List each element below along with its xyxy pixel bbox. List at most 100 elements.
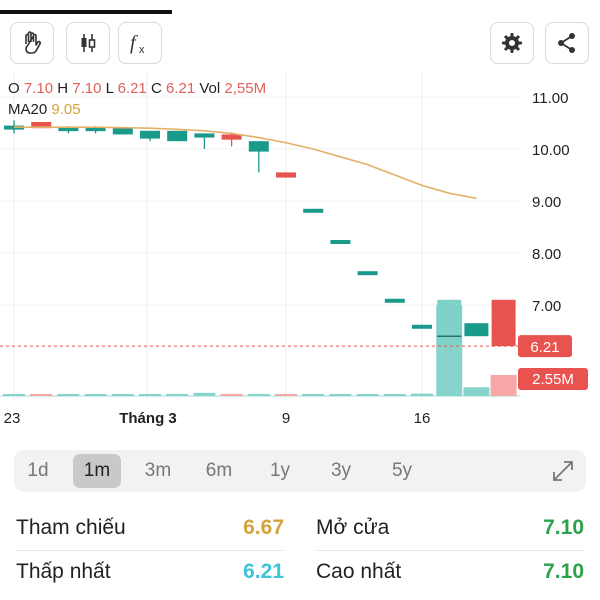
candle-body	[384, 298, 405, 303]
x-tick-label: 23	[4, 410, 21, 427]
candle-body	[303, 208, 324, 213]
stat-high-label: Cao nhất	[316, 560, 402, 583]
volume-bar	[490, 375, 517, 396]
ohlc-low-value: 6.21	[117, 80, 147, 97]
ma-value: 9.05	[51, 101, 81, 118]
share-button[interactable]	[545, 22, 589, 64]
settings-button[interactable]	[490, 22, 534, 64]
stat-reference: Tham chiếu 6.67	[16, 508, 284, 548]
candle-body	[112, 128, 133, 135]
timeframe-1y[interactable]: 1y	[269, 460, 291, 481]
candle-body	[140, 130, 160, 139]
volume-bar	[329, 394, 352, 396]
y-tick-label: 7.00	[532, 298, 561, 315]
volume-bar	[30, 394, 53, 396]
draw-tool-button[interactable]	[10, 22, 54, 64]
ohlc-open-label: O	[8, 80, 20, 97]
expand-icon[interactable]	[550, 458, 576, 484]
timeframe-3m[interactable]: 3m	[144, 460, 172, 481]
share-icon	[558, 33, 575, 53]
x-tick-label: Tháng 3	[119, 410, 177, 427]
chart-toolbar: f x	[0, 22, 600, 66]
candle-body	[85, 127, 106, 132]
volume-bar	[356, 394, 379, 396]
svg-text:x: x	[139, 44, 145, 56]
timeframe-5y[interactable]: 5y	[391, 460, 413, 481]
stat-open: Mở cửa 7.10	[316, 508, 584, 548]
hand-icon	[25, 31, 42, 54]
stat-divider	[316, 550, 584, 551]
current-price-tag	[518, 335, 572, 358]
stat-low: Thấp nhất 6.21	[16, 552, 284, 592]
svg-text:f: f	[130, 32, 138, 54]
chart-type-button[interactable]	[66, 22, 110, 64]
stat-high: Cao nhất 7.10	[316, 552, 584, 592]
stat-open-value: 7.10	[543, 516, 584, 539]
stat-low-label: Thấp nhất	[16, 560, 111, 583]
ohlc-high-label: H	[57, 80, 69, 97]
candle-body	[330, 240, 351, 244]
x-tick-label: 9	[282, 410, 290, 427]
ohlc-volume-label: Vol	[199, 80, 221, 97]
stat-low-value: 6.21	[243, 560, 284, 583]
current-volume-label: 2.55M	[532, 371, 574, 388]
window-top-bar	[0, 10, 172, 14]
candle-body	[412, 324, 432, 329]
ma-label: MA20	[8, 101, 48, 118]
volume-bar	[193, 392, 216, 396]
gear-icon	[502, 33, 522, 53]
current-price-label: 6.21	[530, 339, 559, 356]
timeframe-3y[interactable]: 3y	[330, 460, 352, 481]
timeframe-6m[interactable]: 6m	[205, 460, 233, 481]
ohlc-readout: O 7.10 H 7.10 L 6.21 C 6.21 Vol 2,55M	[8, 80, 266, 97]
volume-bar	[139, 394, 161, 396]
candle-body	[357, 271, 378, 276]
volume-bar	[247, 393, 270, 396]
x-tick-label: 16	[414, 410, 431, 427]
volume-bar	[220, 393, 243, 396]
y-tick-label: 10.00	[532, 142, 570, 159]
ohlc-high-value: 7.10	[72, 80, 102, 97]
y-tick-label: 11.00	[532, 90, 568, 107]
stat-divider	[16, 550, 284, 551]
y-tick-label: 9.00	[532, 194, 561, 211]
candle-body	[31, 121, 52, 129]
candle-body	[491, 299, 516, 347]
ohlc-close-label: C	[150, 80, 162, 97]
candle-body	[167, 130, 188, 142]
volume-bar	[84, 394, 107, 396]
ohlc-low-label: L	[105, 80, 114, 97]
candle-body	[276, 172, 296, 178]
timeframe-selector: 1d 1m 3m 6m 1y 3y 5y	[14, 450, 586, 492]
volume-bar	[57, 394, 80, 396]
candle-body	[221, 134, 242, 140]
candle-body	[464, 323, 489, 337]
ma20-line	[14, 126, 477, 200]
stat-reference-value: 6.67	[243, 516, 284, 539]
function-icon: f x	[130, 32, 145, 56]
stat-reference-label: Tham chiếu	[16, 516, 126, 539]
ma-readout: MA20 9.05	[8, 101, 81, 118]
indicator-button[interactable]: f x	[118, 22, 162, 64]
candle-body	[58, 127, 79, 132]
volume-bar	[275, 394, 297, 396]
current-volume-tag	[518, 368, 588, 390]
candle-body	[248, 141, 269, 152]
volume-bar	[111, 394, 134, 396]
volume-bar	[3, 394, 25, 396]
y-tick-label: 8.00	[532, 246, 561, 263]
timeframe-1d[interactable]: 1d	[27, 460, 49, 481]
volume-bar	[302, 394, 325, 396]
ohlc-open-value: 7.10	[23, 80, 54, 97]
stat-open-label: Mở cửa	[316, 516, 390, 539]
price-chart[interactable]: 11.00 10.00 9.00 8.00 7.00 6.21 2.55M 23 Tháng 3…	[0, 70, 600, 430]
volume-bar	[411, 393, 433, 396]
candle-body	[194, 133, 215, 138]
ohlc-close-value: 6.21	[165, 80, 196, 97]
volume-bar	[383, 394, 406, 396]
ohlc-volume-value: 2,55M	[224, 80, 267, 97]
stat-high-value: 7.10	[543, 560, 584, 583]
candle-body	[437, 299, 462, 347]
timeframe-1m[interactable]: 1m	[73, 454, 121, 488]
volume-bar	[463, 387, 490, 396]
